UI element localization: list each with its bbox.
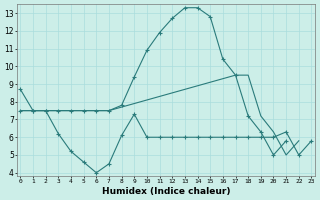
X-axis label: Humidex (Indice chaleur): Humidex (Indice chaleur): [102, 187, 230, 196]
